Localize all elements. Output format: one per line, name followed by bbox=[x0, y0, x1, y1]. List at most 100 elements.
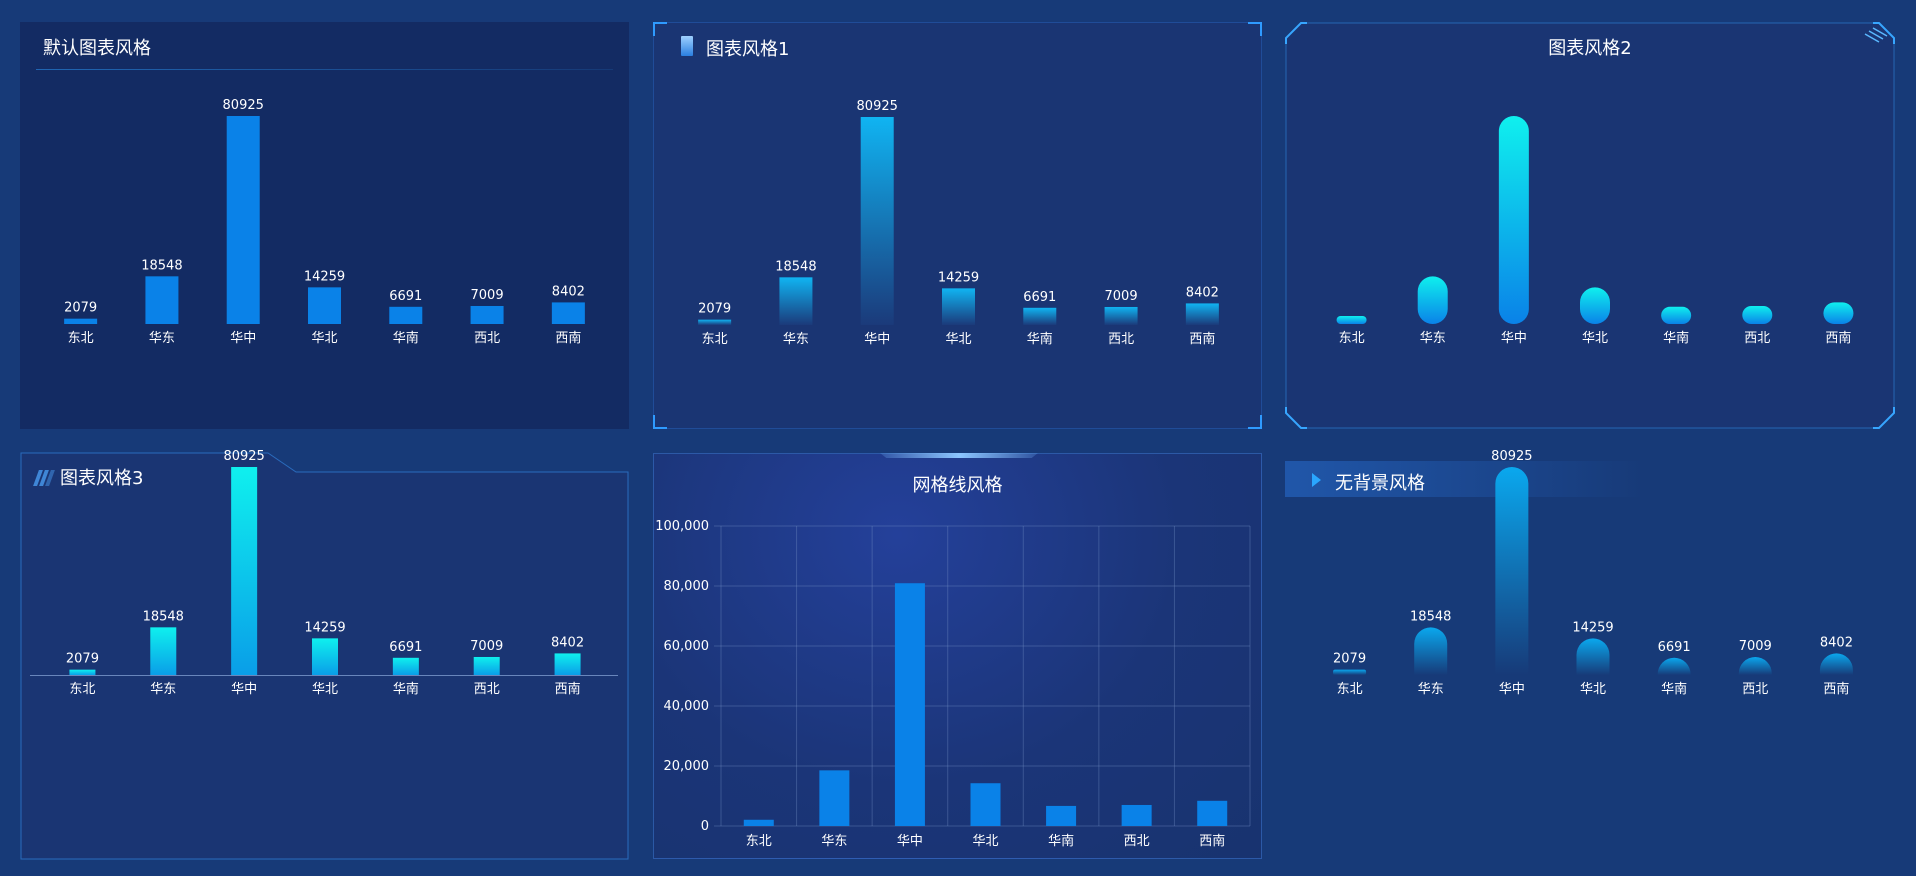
bar-华中[interactable] bbox=[1495, 467, 1529, 675]
x-tick-label: 东北 bbox=[702, 332, 728, 347]
value-label: 8402 bbox=[552, 284, 585, 299]
bar-华北[interactable] bbox=[1580, 287, 1610, 324]
x-tick-label: 东北 bbox=[746, 834, 772, 849]
triangle-icon bbox=[1312, 473, 1321, 487]
bar-华中[interactable] bbox=[894, 583, 925, 826]
bar-华东[interactable] bbox=[1417, 276, 1448, 324]
bar-华北[interactable] bbox=[942, 288, 975, 325]
x-tick-label: 华南 bbox=[1661, 681, 1687, 697]
bar-华北[interactable] bbox=[1576, 638, 1610, 675]
x-tick-label: 华东 bbox=[1420, 331, 1446, 346]
bar-西南[interactable] bbox=[1823, 302, 1854, 324]
y-tick-label: 20,000 bbox=[664, 759, 710, 774]
x-tick-label: 西南 bbox=[555, 330, 581, 346]
x-tick-label: 西北 bbox=[474, 682, 500, 697]
bar-西北[interactable] bbox=[473, 656, 500, 675]
y-tick-label: 60,000 bbox=[664, 639, 710, 654]
bar-chart: 东北 华东 华中 华北 华南 西北 西南 bbox=[1336, 116, 1854, 346]
value-label: 6691 bbox=[1023, 290, 1056, 305]
bar-华东[interactable] bbox=[819, 770, 850, 826]
bar-东北[interactable] bbox=[743, 819, 774, 826]
x-tick-label: 华南 bbox=[393, 330, 419, 346]
corner-decoration bbox=[653, 22, 667, 36]
value-label: 14259 bbox=[304, 269, 345, 284]
bar-西南[interactable] bbox=[554, 653, 581, 675]
value-label: 80925 bbox=[1491, 449, 1532, 464]
bar-chart: 2079 东北 18548 华东 80925 华中 14259 华北 6691 华南 7009 西北 8… bbox=[1333, 449, 1853, 697]
bar-华中[interactable] bbox=[860, 117, 894, 325]
bar-东北[interactable] bbox=[1333, 669, 1367, 675]
x-tick-label: 华中 bbox=[864, 332, 890, 347]
corner-decoration bbox=[1248, 415, 1262, 429]
bar-华中[interactable] bbox=[231, 467, 258, 675]
chart-panel-style1: 图表风格1 2079 东北 18548 华东 80925 华中 14259 华北 6691 华南 7… bbox=[653, 22, 1262, 429]
value-label: 80925 bbox=[857, 99, 898, 114]
bar-西北[interactable] bbox=[1738, 656, 1772, 675]
bar-东北[interactable] bbox=[64, 318, 98, 324]
x-tick-label: 西南 bbox=[1825, 330, 1851, 346]
bar-西南[interactable] bbox=[551, 302, 585, 324]
bar-华南[interactable] bbox=[1046, 805, 1077, 826]
bar-华南[interactable] bbox=[392, 657, 419, 675]
bar-华南[interactable] bbox=[389, 306, 423, 324]
bar-华东[interactable] bbox=[779, 277, 813, 325]
bar-华南[interactable] bbox=[1657, 657, 1691, 675]
x-tick-label: 华南 bbox=[1048, 833, 1074, 849]
x-tick-label: 华中 bbox=[231, 682, 257, 697]
y-tick-label: 80,000 bbox=[664, 579, 710, 594]
bar-东北[interactable] bbox=[1336, 316, 1367, 324]
bar-华东[interactable] bbox=[1414, 627, 1448, 675]
x-tick-label: 华南 bbox=[1663, 330, 1689, 346]
value-label: 8402 bbox=[1820, 635, 1853, 650]
x-tick-label: 华东 bbox=[150, 682, 176, 697]
bar-西北[interactable] bbox=[1121, 804, 1152, 826]
value-label: 18548 bbox=[143, 609, 184, 624]
bar-华北[interactable] bbox=[312, 638, 338, 675]
corner-decoration bbox=[653, 415, 667, 429]
x-tick-label: 华北 bbox=[1580, 682, 1606, 697]
value-label: 18548 bbox=[141, 258, 182, 273]
x-tick-label: 西北 bbox=[1108, 332, 1134, 347]
value-label: 8402 bbox=[551, 635, 584, 650]
bar-西北[interactable] bbox=[470, 305, 504, 324]
x-tick-label: 华中 bbox=[1501, 331, 1527, 346]
value-label: 6691 bbox=[389, 640, 422, 655]
bar-华北[interactable] bbox=[308, 287, 341, 324]
x-tick-label: 华中 bbox=[1499, 682, 1525, 697]
bar-华南[interactable] bbox=[1661, 306, 1692, 324]
bar-华北[interactable] bbox=[970, 783, 1001, 826]
bar-华南[interactable] bbox=[1023, 307, 1057, 325]
panel-frame bbox=[1285, 22, 1895, 429]
x-tick-label: 东北 bbox=[1339, 331, 1365, 346]
bar-西南[interactable] bbox=[1185, 303, 1219, 325]
value-label: 18548 bbox=[775, 259, 816, 274]
x-tick-label: 华南 bbox=[1027, 331, 1053, 347]
bar-东北[interactable] bbox=[698, 319, 732, 325]
bar-西南[interactable] bbox=[1819, 653, 1853, 675]
bar-华中[interactable] bbox=[226, 116, 260, 324]
x-tick-label: 西北 bbox=[474, 331, 500, 346]
bar-华东[interactable] bbox=[145, 276, 179, 324]
x-tick-label: 西南 bbox=[1823, 681, 1849, 697]
title-divider bbox=[36, 69, 613, 70]
x-tick-label: 东北 bbox=[68, 331, 94, 346]
value-label: 6691 bbox=[1658, 640, 1691, 655]
bar-东北[interactable] bbox=[69, 669, 96, 675]
x-tick-label: 西南 bbox=[1199, 833, 1225, 849]
bar-华中[interactable] bbox=[1498, 116, 1529, 324]
x-tick-label: 华东 bbox=[783, 332, 809, 347]
x-tick-label: 西北 bbox=[1742, 682, 1768, 697]
chart-title: 图表风格2 bbox=[1548, 38, 1632, 59]
bar-西北[interactable] bbox=[1104, 306, 1138, 325]
x-tick-label: 华北 bbox=[945, 332, 971, 347]
bar-chart: 0 20,000 40,000 60,000 80,000 100,000 东北 华东 华中 华北… bbox=[655, 519, 1251, 849]
bar-西南[interactable] bbox=[1197, 800, 1228, 826]
x-tick-label: 华北 bbox=[972, 834, 998, 849]
value-label: 2079 bbox=[698, 302, 731, 317]
bar-华东[interactable] bbox=[150, 627, 177, 675]
value-label: 2079 bbox=[64, 301, 97, 316]
value-label: 14259 bbox=[304, 620, 345, 635]
value-label: 7009 bbox=[1739, 639, 1772, 654]
bar-西北[interactable] bbox=[1742, 305, 1773, 324]
title-marker-icon bbox=[681, 36, 693, 56]
